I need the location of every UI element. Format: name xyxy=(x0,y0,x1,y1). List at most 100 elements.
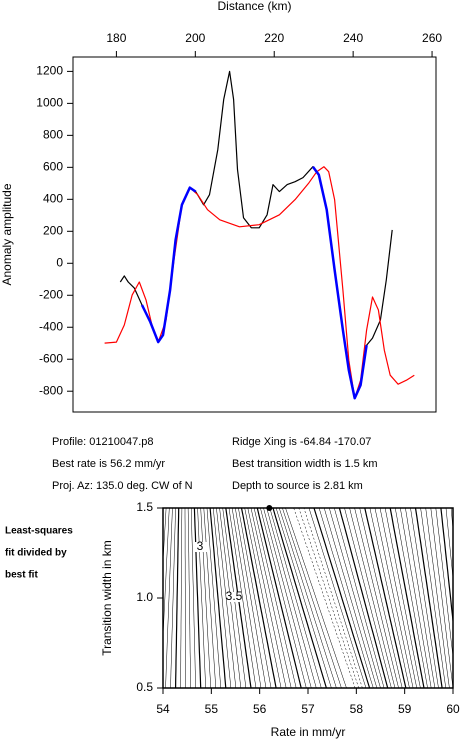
contour-line xyxy=(456,508,467,688)
y-tick-label: -400 xyxy=(39,319,63,333)
contour-line xyxy=(334,508,385,688)
contour-line xyxy=(308,508,367,688)
contour-line xyxy=(461,508,467,688)
contour-line xyxy=(228,508,257,688)
contour-line xyxy=(238,508,272,688)
y-tick-label: 1000 xyxy=(36,96,63,110)
contour-line xyxy=(235,508,267,688)
contour-line xyxy=(349,508,396,688)
contour-line xyxy=(435,508,453,659)
contour-line xyxy=(253,508,297,688)
contour-line xyxy=(263,508,312,688)
contour-line xyxy=(213,508,232,688)
contour-label-bg xyxy=(193,542,207,552)
y-tick-label: 1.0 xyxy=(136,590,153,604)
info-text: Ridge Xing is -64.84 -170.07 xyxy=(232,436,371,448)
contour-label: 3.5 xyxy=(226,589,243,603)
x-tick-label: 200 xyxy=(185,31,205,45)
side-note: best fit xyxy=(5,570,38,581)
y-tick-label: 0 xyxy=(56,255,63,269)
info-text: Depth to source is 2.81 km xyxy=(232,480,363,492)
y-tick-label: 200 xyxy=(43,223,63,237)
contour-line xyxy=(163,508,167,565)
contour-line xyxy=(400,508,432,688)
contour-line xyxy=(209,508,227,688)
y-tick-label: -600 xyxy=(39,351,63,365)
contour-line xyxy=(440,508,453,626)
contour-line xyxy=(275,508,332,688)
side-note: fit divided by xyxy=(5,548,67,559)
line-series xyxy=(119,70,393,399)
contour-line xyxy=(313,508,371,688)
contour-line xyxy=(425,508,450,688)
contour-line xyxy=(191,508,196,688)
line-series xyxy=(140,165,368,400)
contour-line xyxy=(175,508,180,688)
contour-line xyxy=(180,508,183,688)
contour-line xyxy=(405,508,436,688)
contour-line xyxy=(303,508,363,688)
info-text: Best rate is 56.2 mm/yr xyxy=(52,458,165,470)
contour-line xyxy=(318,508,374,688)
contour-line xyxy=(163,508,170,642)
contour-line xyxy=(414,508,443,688)
x-tick-label: 57 xyxy=(301,702,315,716)
contour-line xyxy=(110,508,138,688)
x-tick-label: 240 xyxy=(343,31,363,45)
contour-line xyxy=(184,508,186,688)
x-axis-label: Rate in mm/yr xyxy=(271,725,346,739)
contour-line xyxy=(250,508,292,688)
contour-line xyxy=(369,508,410,688)
x-axis-label: Distance (km) xyxy=(217,0,291,13)
y-tick-label: -800 xyxy=(39,383,63,397)
contour-line xyxy=(240,508,277,688)
contour-line xyxy=(272,508,327,688)
contour-line xyxy=(389,508,425,688)
contour-line xyxy=(293,508,356,688)
contour-line xyxy=(170,508,176,688)
line-series xyxy=(104,166,415,399)
contour-line xyxy=(282,508,342,688)
contour-line xyxy=(364,508,407,688)
contour-line xyxy=(430,508,453,688)
y-tick-label: 600 xyxy=(43,160,63,174)
contour-label: 3 xyxy=(197,539,204,553)
y-tick-label: 0.5 xyxy=(136,680,153,694)
x-tick-label: 220 xyxy=(264,31,284,45)
contour-line xyxy=(285,508,347,688)
info-text: Profile: 01210047.p8 xyxy=(52,436,154,448)
contour-line xyxy=(329,508,381,688)
contour-line xyxy=(269,508,322,688)
contour-line xyxy=(165,508,173,688)
y-tick-label: 800 xyxy=(43,128,63,142)
contour-line xyxy=(420,508,447,688)
contour-line xyxy=(193,508,202,688)
x-tick-label: 60 xyxy=(446,702,460,716)
contour-line xyxy=(187,508,191,688)
contour-line xyxy=(216,508,237,688)
contour-line xyxy=(394,508,428,688)
contour-line xyxy=(384,508,421,688)
contour-line xyxy=(260,508,307,688)
x-tick-label: 56 xyxy=(253,702,267,716)
contour-line xyxy=(338,508,389,688)
contour-line xyxy=(379,508,418,688)
y-tick-label: -200 xyxy=(39,287,63,301)
x-tick-label: 180 xyxy=(106,31,126,45)
contour-line xyxy=(374,508,414,688)
contour-line xyxy=(266,508,317,688)
contour-line xyxy=(445,508,453,582)
contour-line xyxy=(278,508,337,688)
side-note: Least-squares xyxy=(5,526,73,537)
contour-line xyxy=(231,508,262,688)
x-tick-label: 58 xyxy=(350,702,364,716)
contour-line xyxy=(200,508,212,688)
y-axis-label: Anomaly amplitude xyxy=(0,183,14,285)
x-tick-label: 260 xyxy=(422,31,442,45)
x-tick-label: 59 xyxy=(398,702,412,716)
info-text: Best transition width is 1.5 km xyxy=(232,458,378,470)
x-tick-label: 54 xyxy=(156,702,170,716)
y-tick-label: 400 xyxy=(43,191,63,205)
y-axis-label: Transition width in km xyxy=(100,540,114,656)
